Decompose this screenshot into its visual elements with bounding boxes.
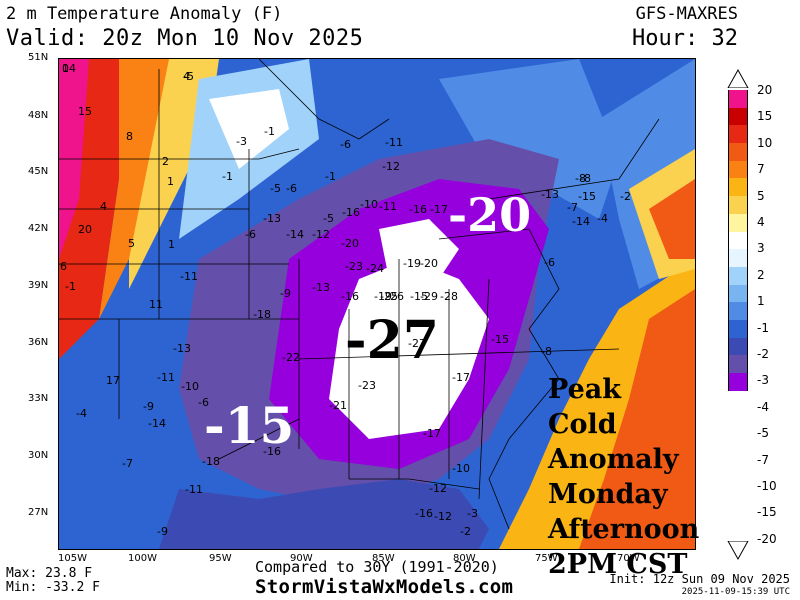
colorbar-segment: [728, 284, 748, 303]
note-line: Peak Cold: [548, 374, 621, 440]
colorbar-segment: [728, 231, 748, 250]
colorbar-segment: [728, 125, 748, 144]
colorbar-segment: [728, 302, 748, 320]
colorbar-label: -5: [757, 426, 769, 441]
colorbar-segment: [728, 107, 748, 126]
init-time: Init: 12z Sun 09 Nov 2025: [609, 572, 790, 586]
generated-timestamp: 2025-11-09-15:39 UTC: [681, 587, 790, 597]
note-line: Anomaly: [548, 444, 679, 475]
colorbar-segment: [728, 196, 748, 214]
colorbar-label: 4: [757, 215, 765, 229]
colorbar-segment: [728, 90, 748, 108]
colorbar-bottom-arrow: [727, 541, 749, 561]
lat-label: 36N: [28, 337, 49, 348]
colorbar-segment: [728, 319, 748, 338]
colorbar-label: 7: [757, 162, 765, 177]
annotation-minus-15: -15: [204, 396, 295, 455]
lon-label: 95W: [209, 553, 232, 564]
lon-label: 105W: [58, 553, 87, 564]
colorbar-segment: [728, 143, 748, 161]
lat-label: 33N: [28, 393, 49, 404]
colorbar-segment: [728, 160, 748, 179]
colorbar-segment: [728, 373, 748, 391]
colorbar-label: -3: [757, 373, 769, 388]
annotation-minus-27: -27: [345, 310, 439, 371]
lon-label: 75W: [535, 553, 558, 564]
lon-label: 70W: [617, 553, 640, 564]
model-name: GFS-MAXRES: [635, 4, 738, 24]
lat-label: 39N: [28, 280, 49, 291]
note-line: Monday: [548, 479, 668, 510]
colorbar-segment: [728, 266, 748, 285]
lat-label: 42N: [28, 223, 49, 234]
lat-label: 51N: [28, 52, 49, 63]
colorbar-label: -20: [757, 531, 777, 546]
colorbar-label: 3: [757, 241, 765, 256]
lat-label: 45N: [28, 166, 49, 177]
climatology-note: Compared to 30Y (1991-2020): [255, 558, 499, 576]
colorbar-segment: [728, 178, 748, 197]
min-value: Min: -33.2 F: [6, 580, 100, 595]
colorbar: [728, 90, 748, 391]
anomaly-map: [58, 58, 696, 550]
note-line: Afternoon: [548, 514, 700, 545]
colorbar-top-arrow: [727, 68, 749, 88]
lat-label: 48N: [28, 110, 49, 121]
colorbar-label: 1: [757, 294, 765, 309]
colorbar-label: -4: [757, 399, 769, 414]
lon-label: 90W: [290, 553, 313, 564]
colorbar-segment: [728, 249, 748, 267]
site-name: StormVistaWxModels.com: [255, 576, 514, 598]
colorbar-segment: [728, 355, 748, 373]
map-title: 2 m Temperature Anomaly (F): [6, 4, 283, 24]
annotation-minus-20: -20: [448, 188, 532, 242]
colorbar-label: -1: [757, 320, 769, 335]
colorbar-label: -15: [757, 505, 777, 520]
lon-label: 100W: [128, 553, 157, 564]
lat-label: 27N: [28, 507, 49, 518]
lon-label: 80W: [453, 553, 476, 564]
colorbar-label: -2: [757, 347, 769, 361]
note-line: 2PM CST: [548, 549, 688, 580]
max-value: Max: 23.8 F: [6, 566, 93, 581]
colorbar-label: -7: [757, 452, 769, 467]
colorbar-label: -10: [757, 479, 777, 493]
colorbar-label: 5: [757, 188, 765, 203]
anomaly-map-canvas: [59, 59, 695, 549]
colorbar-label: 20: [757, 83, 773, 97]
peak-cold-note: Peak Cold Anomaly Monday Afternoon 2PM C…: [548, 372, 700, 582]
lat-label: 30N: [28, 450, 49, 461]
colorbar-segment: [728, 213, 748, 232]
lon-label: 85W: [372, 553, 395, 564]
colorbar-label: 2: [757, 267, 765, 282]
colorbar-label: 10: [757, 135, 773, 150]
valid-time: Valid: 20z Mon 10 Nov 2025: [6, 26, 364, 51]
forecast-hour: Hour: 32: [632, 26, 738, 51]
colorbar-segment: [728, 337, 748, 356]
colorbar-label: 15: [757, 109, 773, 124]
